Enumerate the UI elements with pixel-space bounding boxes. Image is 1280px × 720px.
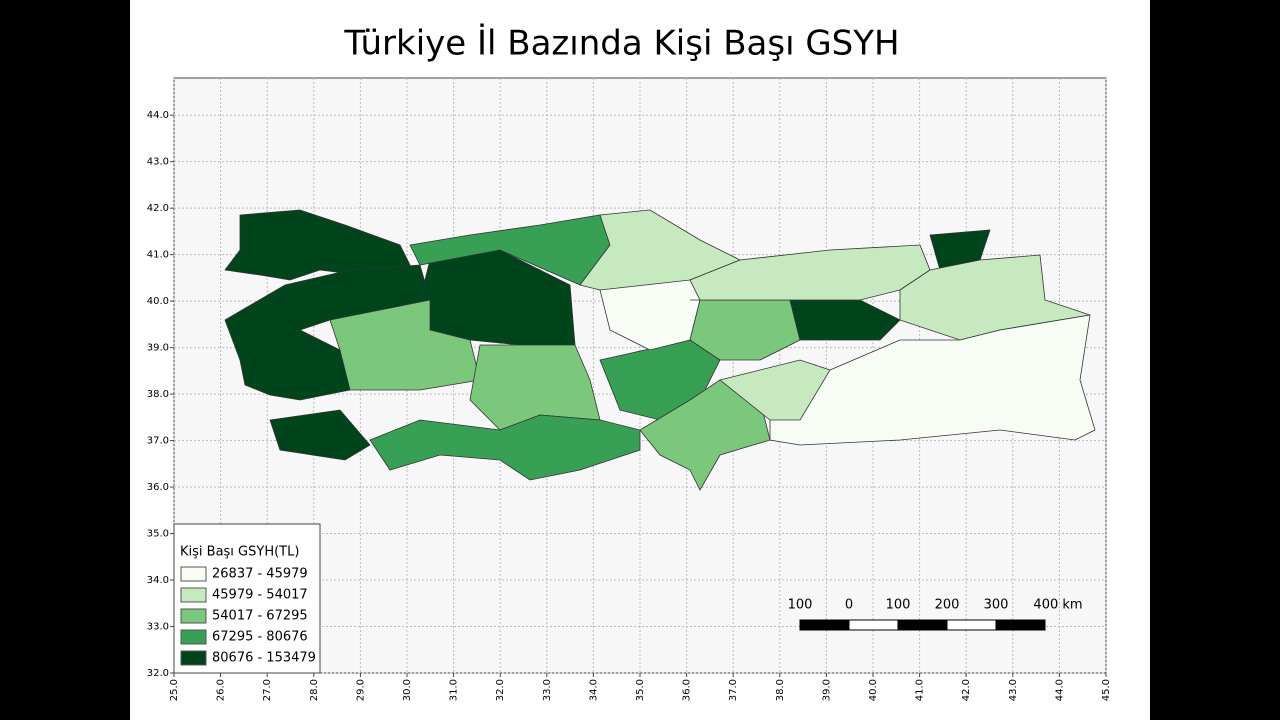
- scale-segment: [848, 619, 899, 631]
- legend-swatch: [180, 566, 207, 582]
- x-tick-label: 32.0: [495, 679, 506, 701]
- y-tick-label: 38.0: [147, 389, 169, 400]
- y-tick-label: 35.0: [147, 529, 169, 540]
- scale-label: 100: [788, 598, 813, 613]
- scale-label: 400 km: [1033, 598, 1082, 613]
- legend-label: 26837 - 45979: [212, 567, 308, 582]
- provinces: [224, 209, 1096, 491]
- y-tick-label: 41.0: [147, 250, 169, 261]
- legend-swatch: [180, 650, 207, 666]
- x-tick-label: 33.0: [542, 679, 553, 701]
- x-tick-label: 44.0: [1054, 679, 1065, 701]
- x-tick-label: 45.0: [1101, 679, 1112, 701]
- scale-label: 300: [984, 598, 1009, 613]
- province: [224, 264, 431, 401]
- x-tick-label: 34.0: [588, 679, 599, 701]
- legend-label: 67295 - 80676: [212, 630, 308, 645]
- x-tick-label: 25.0: [169, 679, 180, 701]
- scale-label: 100: [886, 598, 911, 613]
- scale-label: 200: [935, 598, 960, 613]
- scale-segment: [995, 619, 1046, 631]
- x-tick-label: 42.0: [961, 679, 972, 701]
- x-tick-label: 40.0: [868, 679, 879, 701]
- x-tick-label: 35.0: [635, 679, 646, 701]
- legend-title: Kişi Başı GSYH(TL): [180, 545, 299, 560]
- x-tick-label: 28.0: [309, 679, 320, 701]
- scale-segment: [897, 619, 948, 631]
- province: [689, 244, 931, 301]
- x-tick-label: 41.0: [915, 679, 926, 701]
- legend-label: 80676 - 153479: [212, 651, 316, 666]
- y-tick-label: 43.0: [147, 157, 169, 168]
- x-tick-label: 37.0: [728, 679, 739, 701]
- y-axis: 32.0 33.0 34.0 35.0 36.0 37.0 38.0 39.0 40.0 41.0…: [147, 110, 174, 679]
- province: [369, 414, 641, 481]
- legend-swatch: [180, 587, 207, 603]
- y-tick-label: 40.0: [147, 296, 169, 307]
- legend: 26837 - 45979 45979 - 54017 54017 - 67295 6…: [180, 566, 316, 666]
- scale-label: 0: [845, 598, 853, 613]
- scale-segment: [799, 619, 850, 631]
- y-tick-label: 44.0: [147, 110, 169, 121]
- y-tick-label: 33.0: [147, 622, 169, 633]
- province: [769, 314, 1096, 446]
- x-tick-label: 27.0: [262, 679, 273, 701]
- title: Türkiye İl Bazında Kişi Başı GSYH: [343, 24, 899, 64]
- x-tick-label: 31.0: [449, 679, 460, 701]
- x-tick-label: 26.0: [216, 679, 227, 701]
- y-tick-label: 37.0: [147, 436, 169, 447]
- scale-bar: 100 0 100 200 300 400 km: [788, 598, 1083, 631]
- x-axis: 25.0 26.0 27.0 28.0 29.0 30.0 31.0 32.0 33.0 34.0…: [169, 673, 1112, 701]
- legend-label: 45979 - 54017: [212, 588, 308, 603]
- x-tick-label: 43.0: [1008, 679, 1019, 701]
- y-tick-label: 34.0: [147, 575, 169, 586]
- scale-segment: [946, 619, 997, 631]
- x-tick-label: 39.0: [821, 679, 832, 701]
- x-tick-label: 29.0: [355, 679, 366, 701]
- y-tick-label: 39.0: [147, 343, 169, 354]
- legend-swatch: [180, 608, 207, 624]
- province: [329, 299, 481, 391]
- legend-label: 54017 - 67295: [212, 609, 308, 624]
- y-tick-label: 42.0: [147, 203, 169, 214]
- province: [269, 409, 371, 461]
- x-tick-label: 38.0: [775, 679, 786, 701]
- x-tick-label: 36.0: [682, 679, 693, 701]
- province: [639, 379, 771, 491]
- y-tick-label: 36.0: [147, 482, 169, 493]
- province: [719, 359, 831, 421]
- y-tick-label: 32.0: [147, 668, 169, 679]
- x-tick-label: 30.0: [402, 679, 413, 701]
- legend-swatch: [180, 629, 207, 645]
- province: [899, 254, 1091, 341]
